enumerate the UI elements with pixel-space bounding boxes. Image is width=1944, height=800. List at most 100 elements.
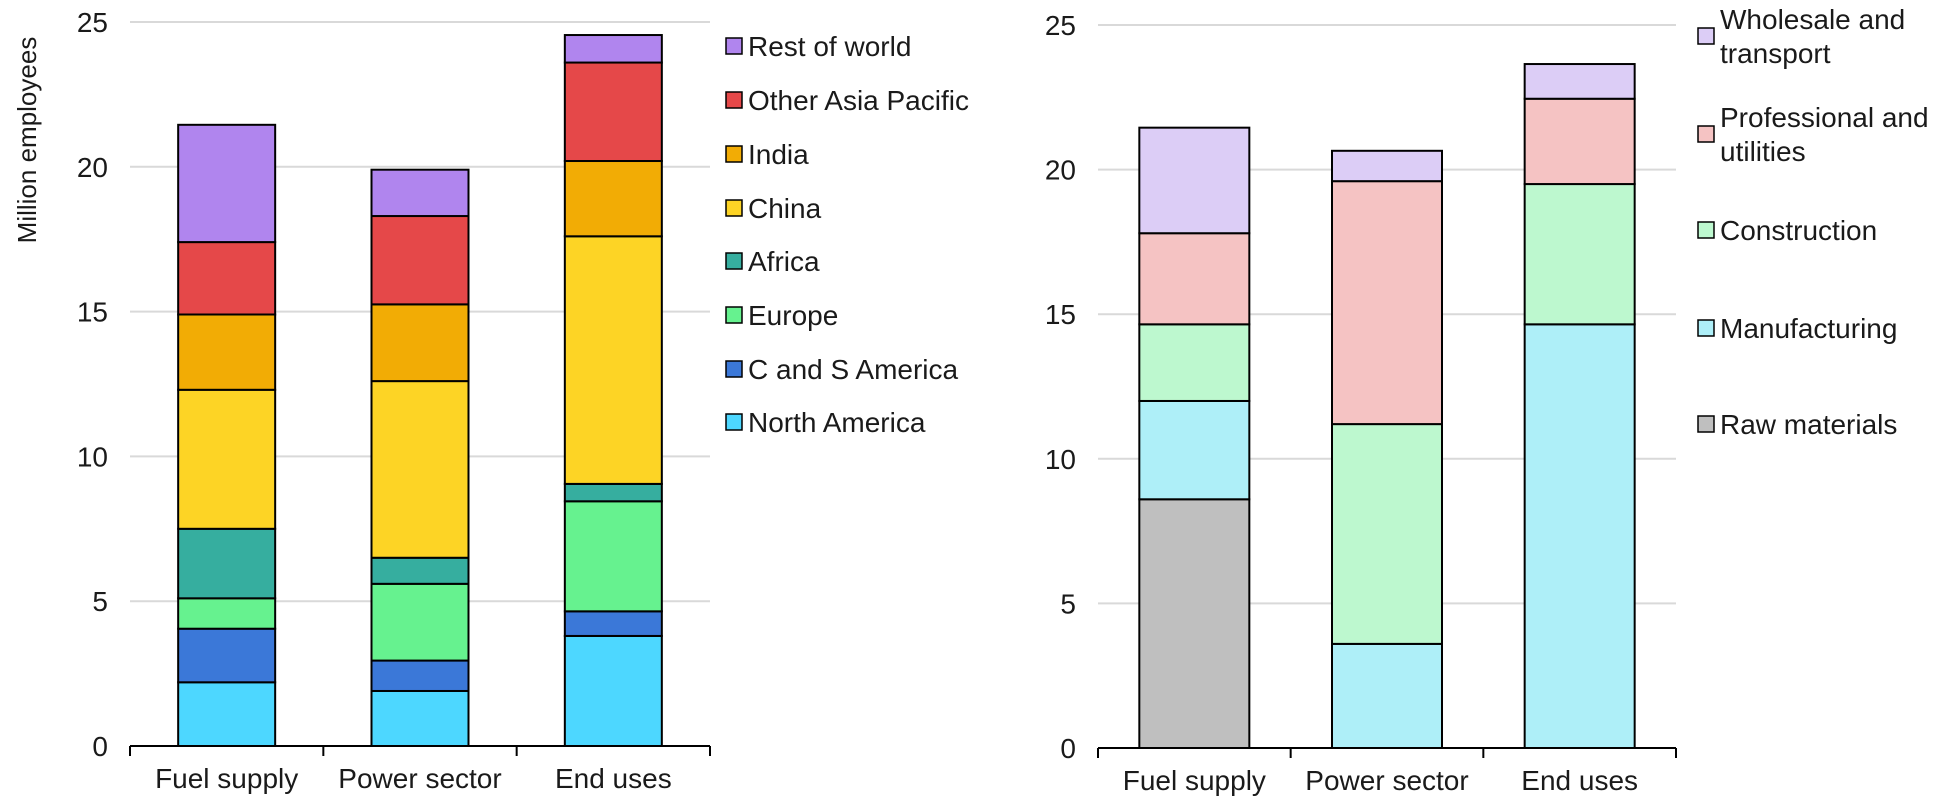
bar-segment-other-asia-pacific [370, 215, 470, 306]
bar-segment-c-and-s-america [177, 627, 277, 684]
legend-label-line: Construction [1720, 215, 1877, 246]
legend-label-africa: Africa [748, 246, 820, 277]
x-tick-label: Fuel supply [1123, 765, 1266, 796]
axes: 0 5 10 15 20 25 Fuel supply Power sector End use… [77, 7, 711, 794]
y-axis-label: Million employees [12, 37, 42, 244]
bars [177, 34, 663, 748]
legend-swatch-c-and-s-america [725, 360, 743, 378]
bar-segment-north-america [563, 634, 663, 748]
bar-segment-rest-of-world [370, 168, 470, 218]
legend-label-line: Manufacturing [1720, 313, 1897, 344]
legend-label-india: India [748, 139, 809, 170]
y-tick-label: 5 [1060, 588, 1076, 619]
regional-employment-chart: 0 5 10 15 20 25 Fuel supply Power sector End use… [12, 7, 969, 794]
bar-segment-india [177, 313, 277, 391]
legend-label-line: Africa [748, 246, 820, 277]
bar-segment-c-and-s-america [370, 659, 470, 692]
y-tick-label: 5 [92, 586, 108, 617]
legend-label-rest-of-world: Rest of world [748, 31, 911, 62]
bar-segment-china [370, 380, 470, 559]
bar-segment-manufacturing [1523, 323, 1636, 749]
legend-label-china: China [748, 193, 822, 224]
y-tick-label: 25 [77, 7, 108, 38]
legend-swatch-manufacturing [1697, 319, 1715, 337]
legend-label-professional-and-utilities: Professional and utilities [1720, 102, 1929, 167]
bar-segment-rest-of-world [563, 34, 663, 64]
legend: Raw materials Manufacturing Construction Pr… [1697, 4, 1929, 440]
bar-segment-professional-and-utilities [1331, 180, 1443, 426]
bar-segment-africa [370, 556, 470, 585]
y-tick-label: 15 [1045, 299, 1076, 330]
legend-swatch-europe [725, 306, 743, 324]
bar-segment-wholesale-and-transport [1523, 63, 1636, 100]
bar-segment-wholesale-and-transport [1331, 149, 1443, 183]
legend-swatch-wholesale-and-transport [1697, 27, 1715, 45]
bar-segment-wholesale-and-transport [1138, 126, 1251, 235]
legend-swatch-construction [1697, 221, 1715, 239]
legend-label-line: North America [748, 407, 926, 438]
bar-segment-india [370, 303, 470, 383]
legend-label-north-america: North America [748, 407, 926, 438]
bar-segment-c-and-s-america [563, 610, 663, 637]
legend-label-other-asia-pacific: Other Asia Pacific [748, 85, 969, 116]
bar-segment-europe [370, 582, 470, 662]
y-tick-label: 25 [1045, 10, 1076, 41]
legend-label-line: Raw materials [1720, 409, 1897, 440]
y-tick-label: 20 [77, 152, 108, 183]
legend-label-c-and-s-america: C and S America [748, 354, 959, 385]
bar-segment-construction [1331, 423, 1443, 645]
bar-segment-professional-and-utilities [1138, 232, 1251, 326]
legend-label-line: transport [1720, 38, 1831, 69]
bar-segment-raw-materials [1138, 498, 1251, 749]
bar-segment-construction [1523, 183, 1636, 326]
legend-swatch-north-america [725, 413, 743, 431]
bar-segment-manufacturing [1138, 399, 1251, 501]
bar-segment-north-america [177, 681, 277, 748]
legend-label-europe: Europe [748, 300, 838, 331]
x-tick-label: End uses [555, 763, 672, 794]
bar-segment-china [177, 388, 277, 530]
legend-label-wholesale-and-transport: Wholesale and transport [1720, 4, 1905, 69]
bar-segment-other-asia-pacific [563, 61, 663, 163]
bar-segment-other-asia-pacific [177, 241, 277, 316]
legend-swatch-africa [725, 252, 743, 270]
y-tick-label: 10 [1045, 444, 1076, 475]
legend-label-line: Other Asia Pacific [748, 85, 969, 116]
bar-segment-construction [1138, 323, 1251, 402]
legend-label-line: Professional and [1720, 102, 1929, 133]
y-tick-label: 0 [92, 731, 108, 762]
y-tick-label: 15 [77, 297, 108, 328]
x-tick-label: Power sector [1305, 765, 1468, 796]
bar-segment-professional-and-utilities [1523, 97, 1636, 186]
bar-segment-china [563, 235, 663, 485]
bar-segment-africa [563, 482, 663, 503]
legend-swatch-other-asia-pacific [725, 91, 743, 109]
legend-swatch-rest-of-world [725, 37, 743, 55]
legend-label-line: utilities [1720, 136, 1806, 167]
legend-swatch-raw-materials [1697, 415, 1715, 433]
legend-label-line: C and S America [748, 354, 959, 385]
y-tick-label: 10 [77, 441, 108, 472]
bar-segment-europe [563, 500, 663, 613]
legend-swatch-china [725, 199, 743, 217]
legend-swatch-professional-and-utilities [1697, 125, 1715, 143]
x-tick-label: End uses [1521, 765, 1638, 796]
legend-label-line: Europe [748, 300, 838, 331]
legend-label-line: China [748, 193, 822, 224]
legend-label-manufacturing: Manufacturing [1720, 313, 1897, 344]
legend-swatch-india [725, 145, 743, 163]
legend-label-construction: Construction [1720, 215, 1877, 246]
bar-segment-manufacturing [1331, 642, 1443, 749]
sector-employment-chart: 0 5 10 15 20 25 Fuel supply Power sector End use… [1045, 4, 1929, 796]
y-tick-label: 0 [1060, 733, 1076, 764]
legend-label-line: Wholesale and [1720, 4, 1905, 35]
x-tick-label: Fuel supply [155, 763, 298, 794]
axes: 0 5 10 15 20 25 Fuel supply Power sector End use… [1045, 10, 1677, 796]
x-tick-label: Power sector [338, 763, 501, 794]
bar-segment-india [563, 160, 663, 238]
bars [1138, 63, 1636, 749]
bar-segment-north-america [370, 689, 470, 748]
bar-segment-europe [177, 597, 277, 630]
legend-label-line: Rest of world [748, 31, 911, 62]
